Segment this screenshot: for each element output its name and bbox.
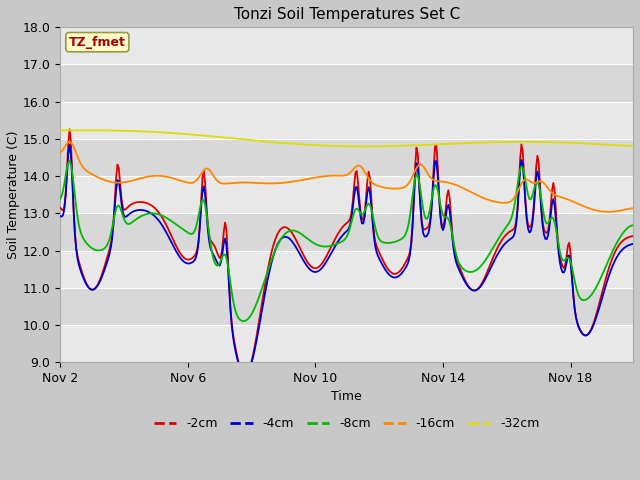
Bar <box>60 27 633 64</box>
Bar <box>60 288 633 325</box>
Bar <box>60 64 633 102</box>
Bar <box>60 251 633 288</box>
Bar <box>60 139 633 176</box>
Title: Tonzi Soil Temperatures Set C: Tonzi Soil Temperatures Set C <box>234 7 460 22</box>
Y-axis label: Soil Temperature (C): Soil Temperature (C) <box>7 131 20 259</box>
Bar <box>60 102 633 139</box>
Legend: -2cm, -4cm, -8cm, -16cm, -32cm: -2cm, -4cm, -8cm, -16cm, -32cm <box>148 412 545 435</box>
X-axis label: Time: Time <box>332 390 362 403</box>
Text: TZ_fmet: TZ_fmet <box>69 36 126 48</box>
Bar <box>60 176 633 213</box>
Bar <box>60 325 633 362</box>
Bar <box>60 213 633 251</box>
